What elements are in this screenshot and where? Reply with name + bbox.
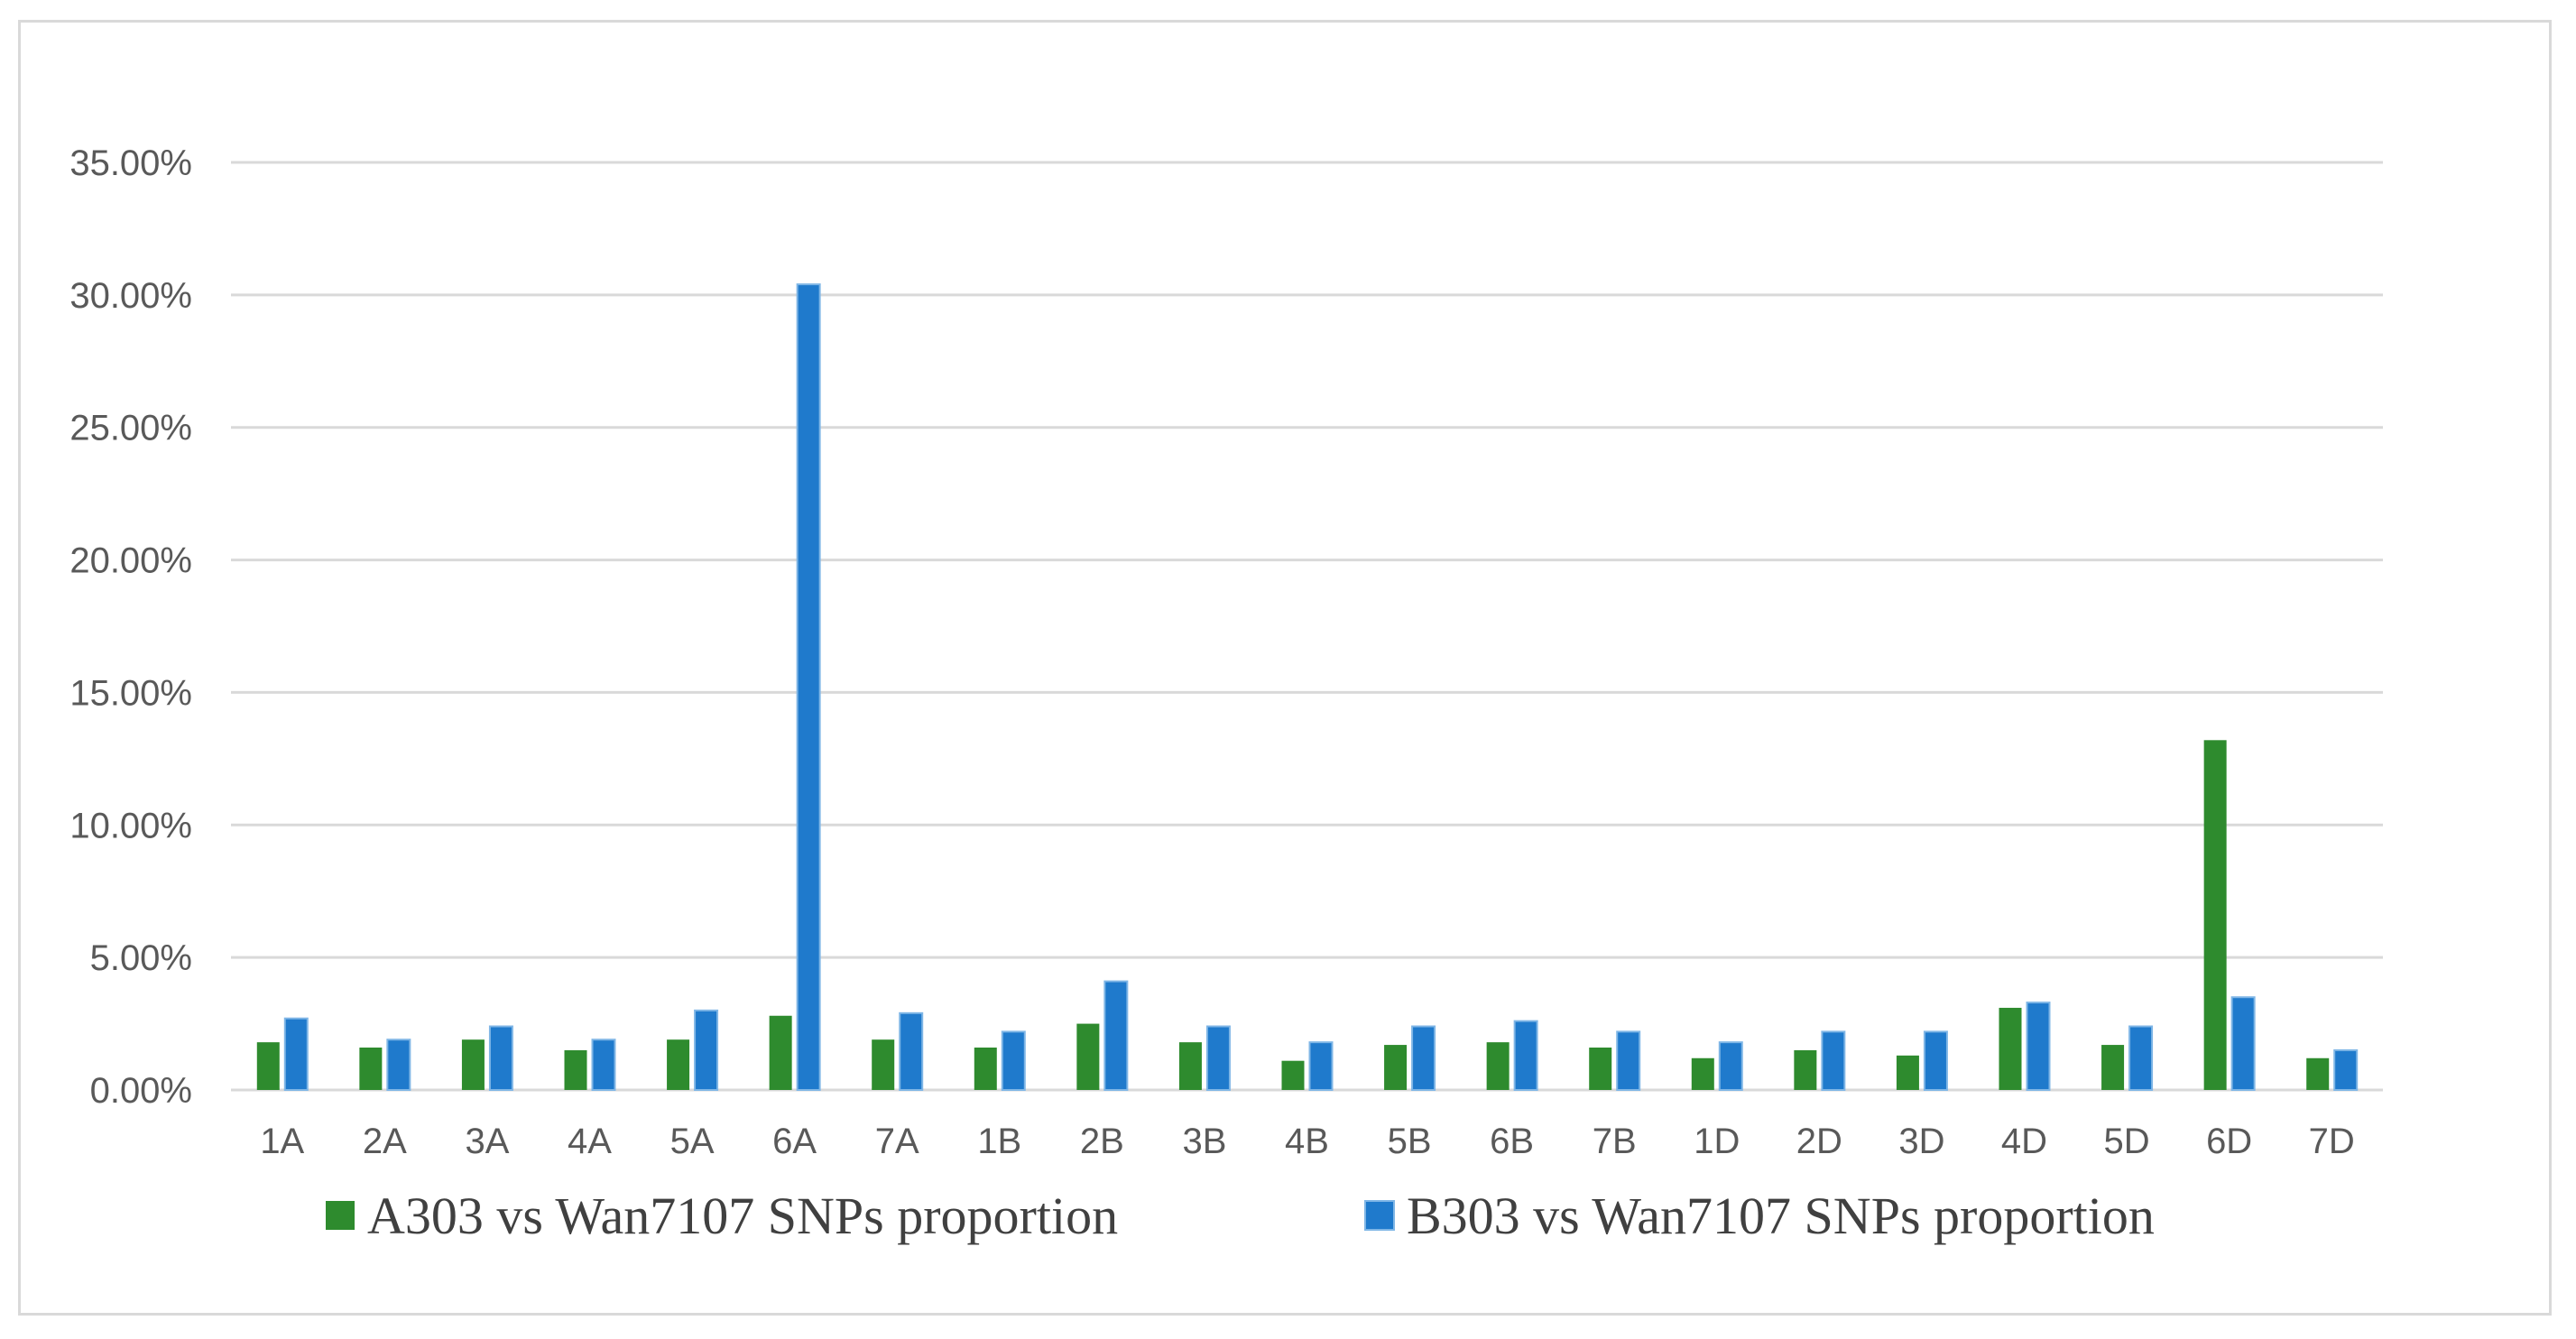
x-tick-label: 6A <box>772 1122 817 1161</box>
bar-a303-4d <box>1999 1007 2022 1090</box>
bar-b303-6b <box>1513 1020 1538 1091</box>
bar-a303-7b <box>1589 1048 1612 1090</box>
bar-a303-3d <box>1896 1055 1919 1090</box>
bar-a303-6d <box>2203 740 2227 1090</box>
y-axis-tick-labels: 35.00% 30.00% 25.00% 20.00% 15.00% 10.00% 5.00… <box>69 143 192 1111</box>
y-tick-label: 5.00% <box>90 938 192 978</box>
bar-a303-4b <box>1281 1060 1305 1090</box>
x-tick-label: 7D <box>2309 1122 2355 1161</box>
bar-a303-1a <box>256 1042 280 1090</box>
x-tick-label: 7B <box>1593 1122 1637 1161</box>
x-tick-label: 1D <box>1694 1122 1740 1161</box>
x-tick-label: 5B <box>1388 1122 1432 1161</box>
x-tick-label: 5A <box>670 1122 715 1161</box>
x-axis-tick-labels: 1A 2A 3A 4A 5A 6A 7A 1B 2B 3B 4B 5B 6B 7B 1D 2D 3D 4D 5D 6D… <box>260 1122 2354 1161</box>
bar-b303-4a <box>591 1039 616 1092</box>
legend-swatch-a303 <box>326 1201 355 1230</box>
bar-b303-3a <box>488 1025 513 1091</box>
legend: A303 vs Wan7107 SNPs proportion B303 vs W… <box>326 1187 2155 1245</box>
x-tick-label: 1B <box>977 1122 1021 1161</box>
chart-frame: 35.00% 30.00% 25.00% 20.00% 15.00% 10.00% 5.00… <box>18 20 2552 1316</box>
x-tick-label: 5D <box>2104 1122 2150 1161</box>
bar-b303-1d <box>1718 1041 1743 1092</box>
bar-b303-2d <box>1821 1030 1846 1091</box>
bar-a303-7a <box>872 1039 895 1090</box>
bar-a303-1b <box>974 1048 997 1090</box>
bar-a303-5b <box>1384 1045 1408 1090</box>
bar-b303-7d <box>2333 1048 2359 1092</box>
bar-b303-2a <box>386 1039 411 1092</box>
bar-a303-2b <box>1076 1023 1100 1090</box>
bar-b303-1b <box>1001 1030 1026 1091</box>
x-tick-label: 3B <box>1182 1122 1226 1161</box>
bar-a303-2a <box>359 1048 383 1090</box>
legend-swatch-b303 <box>1364 1200 1395 1231</box>
bars <box>256 283 2359 1092</box>
x-tick-label: 7A <box>875 1122 919 1161</box>
x-tick-label: 4A <box>568 1122 612 1161</box>
gridlines <box>231 161 2383 1092</box>
x-tick-label: 3A <box>465 1122 509 1161</box>
bar-a303-5d <box>2101 1045 2125 1090</box>
bar-b303-7b <box>1616 1030 1641 1091</box>
x-tick-label: 6D <box>2206 1122 2252 1161</box>
bar-b303-7a <box>899 1011 924 1092</box>
bar-a303-2d <box>1794 1049 1817 1090</box>
bar-a303-5a <box>667 1039 690 1090</box>
bar-b303-3b <box>1205 1025 1231 1091</box>
bar-b303-1a <box>283 1017 309 1091</box>
bar-a303-1d <box>1691 1057 1714 1090</box>
bar-a303-6a <box>769 1015 792 1090</box>
y-tick-label: 20.00% <box>69 541 192 581</box>
x-tick-label: 1A <box>260 1122 304 1161</box>
bar-b303-5a <box>694 1009 719 1092</box>
bar-b303-6a <box>796 283 821 1091</box>
y-tick-label: 30.00% <box>69 276 192 316</box>
bar-b303-4b <box>1308 1041 1334 1092</box>
y-tick-label: 10.00% <box>69 806 192 845</box>
bar-b303-2b <box>1103 980 1129 1092</box>
y-tick-label: 25.00% <box>69 409 192 448</box>
x-tick-label: 4B <box>1285 1122 1329 1161</box>
bar-b303-4d <box>2026 1002 2051 1092</box>
legend-label-b303: B303 vs Wan7107 SNPs proportion <box>1407 1187 2155 1245</box>
bar-a303-3b <box>1178 1042 1202 1090</box>
bar-a303-4a <box>564 1049 587 1090</box>
y-tick-label: 0.00% <box>90 1071 192 1111</box>
bar-a303-7d <box>2306 1057 2330 1090</box>
bar-b303-5d <box>2128 1025 2154 1091</box>
x-tick-label: 2A <box>363 1122 407 1161</box>
x-tick-label: 2B <box>1080 1122 1124 1161</box>
x-tick-label: 3D <box>1898 1122 1944 1161</box>
bar-b303-5b <box>1411 1025 1436 1091</box>
bar-b303-3d <box>1923 1030 1948 1091</box>
x-tick-label: 4D <box>2001 1122 2047 1161</box>
bar-b303-6d <box>2230 996 2256 1091</box>
x-tick-label: 2D <box>1796 1122 1842 1161</box>
bar-a303-6b <box>1486 1042 1510 1090</box>
y-tick-label: 15.00% <box>69 673 192 713</box>
legend-label-a303: A303 vs Wan7107 SNPs proportion <box>367 1187 1118 1245</box>
y-tick-label: 35.00% <box>69 143 192 183</box>
bar-chart: 35.00% 30.00% 25.00% 20.00% 15.00% 10.00% 5.00… <box>69 143 2383 1245</box>
x-tick-label: 6B <box>1490 1122 1534 1161</box>
bar-a303-3a <box>461 1039 485 1090</box>
